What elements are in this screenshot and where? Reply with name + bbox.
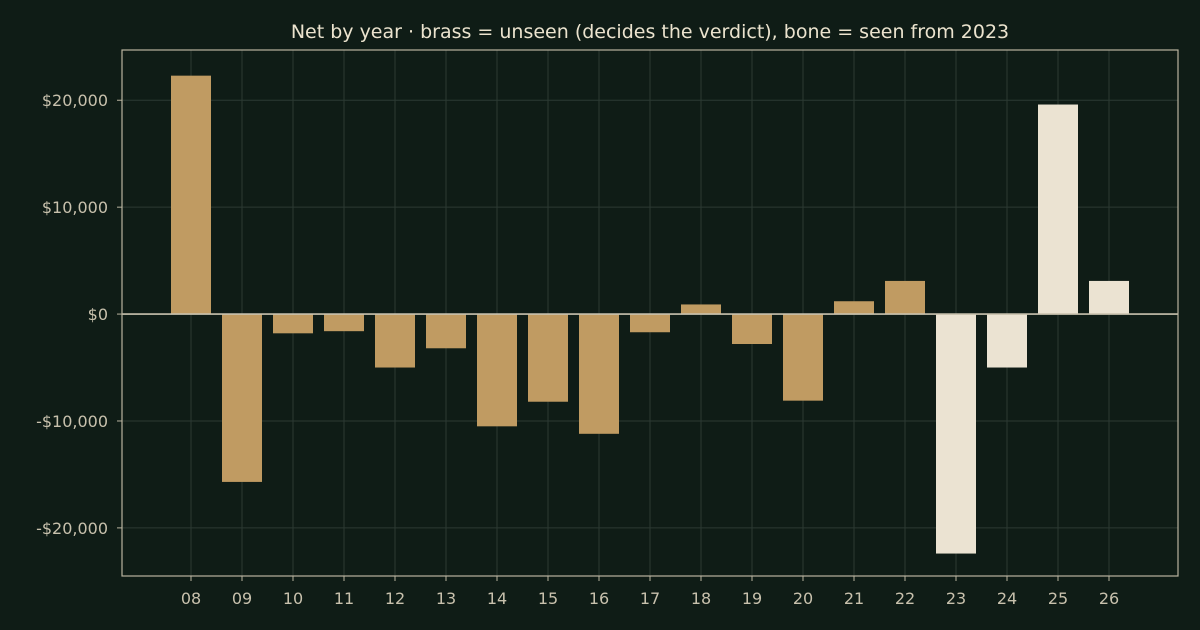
x-tick-label: 19 bbox=[742, 589, 762, 608]
x-tick-label: 08 bbox=[181, 589, 201, 608]
x-tick-label: 17 bbox=[640, 589, 660, 608]
bar-23 bbox=[936, 314, 976, 554]
bar-10 bbox=[273, 314, 313, 334]
bar-12 bbox=[375, 314, 415, 368]
x-tick-label: 15 bbox=[538, 589, 558, 608]
grid-lines bbox=[122, 50, 1178, 576]
bar-19 bbox=[732, 314, 772, 345]
x-tick-label: 10 bbox=[283, 589, 303, 608]
bar-16 bbox=[579, 314, 619, 434]
bar-20 bbox=[783, 314, 823, 401]
axes bbox=[117, 49, 1179, 581]
bar-13 bbox=[426, 314, 466, 349]
x-tick-label: 14 bbox=[487, 589, 507, 608]
x-tick-label: 13 bbox=[436, 589, 456, 608]
bar-11 bbox=[324, 314, 364, 332]
x-tick-label: 16 bbox=[589, 589, 609, 608]
bars bbox=[171, 75, 1129, 554]
x-tick-label: 24 bbox=[997, 589, 1017, 608]
x-tick-label: 23 bbox=[946, 589, 966, 608]
bar-14 bbox=[477, 314, 517, 427]
bar-18 bbox=[681, 304, 721, 315]
x-tick-label: 11 bbox=[334, 589, 354, 608]
x-tick-label: 22 bbox=[895, 589, 915, 608]
x-tick-label: 20 bbox=[793, 589, 813, 608]
x-tick-label: 18 bbox=[691, 589, 711, 608]
x-tick-label: 21 bbox=[844, 589, 864, 608]
x-tick-label: 26 bbox=[1099, 589, 1119, 608]
chart-title: Net by year · brass = unseen (decides th… bbox=[291, 21, 1009, 43]
y-tick-labels: -$20,000 -$10,000 $0 $10,000 $20,000 bbox=[36, 91, 108, 538]
bar-24 bbox=[987, 314, 1027, 368]
bar-21 bbox=[834, 301, 874, 315]
y-tick-label: $0 bbox=[88, 305, 108, 324]
bar-15 bbox=[528, 314, 568, 402]
bar-26 bbox=[1089, 280, 1129, 315]
plot-frame bbox=[121, 49, 1179, 577]
y-tick-label: -$20,000 bbox=[36, 519, 108, 538]
x-tick-label: 09 bbox=[232, 589, 252, 608]
y-tick-label: -$10,000 bbox=[36, 412, 108, 431]
bar-08 bbox=[171, 75, 211, 315]
y-tick-label: $20,000 bbox=[42, 91, 108, 110]
y-tick-label: $10,000 bbox=[42, 198, 108, 217]
bar-09 bbox=[222, 314, 262, 482]
x-tick-labels: 08 09 10 11 12 13 14 15 16 17 18 19 20 21 22 23 24 25 26 bbox=[181, 589, 1119, 608]
bar-25 bbox=[1038, 104, 1078, 315]
bar-17 bbox=[630, 314, 670, 333]
bar-22 bbox=[885, 280, 925, 315]
x-tick-label: 12 bbox=[385, 589, 405, 608]
x-tick-label: 25 bbox=[1048, 589, 1068, 608]
